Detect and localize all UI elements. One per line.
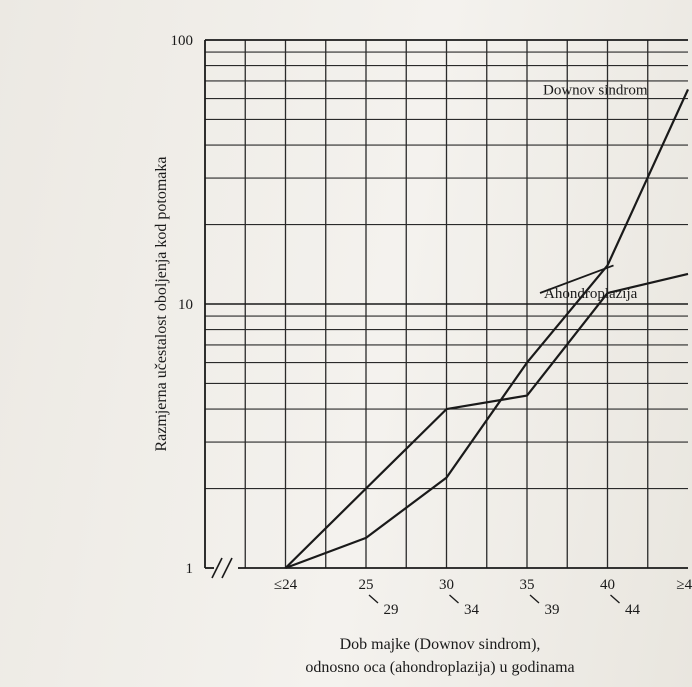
axis-break-mark: [221, 557, 233, 579]
y-tick-label: 100: [171, 33, 194, 49]
y-tick-label: 10: [178, 297, 193, 313]
axis-break-mark: [211, 557, 223, 579]
series-label-ahondroplazija: Ahondroplazija: [544, 286, 638, 302]
series-line-downov-sindrom: [285, 88, 690, 570]
series-label-downov-sindrom: Downov sindrom: [543, 82, 648, 98]
x-tick-label: 35: [520, 577, 535, 593]
x-axis-title-line1: Dob majke (Downov sindrom),: [340, 636, 541, 653]
x-tick-label-range-end: 39: [545, 602, 560, 618]
x-tick-label: 40: [600, 577, 615, 593]
x-tick-range-dash: [449, 594, 459, 604]
x-tick-label: ≥45: [676, 577, 692, 593]
x-tick-range-dash: [529, 594, 540, 604]
tick-labels: 1 10 100 ≤24 25 29 30 34 35 39 40 44 ≥45: [171, 33, 692, 618]
grid: [205, 40, 688, 568]
annotations: Downov sindrom Ahondroplazija Razmjerna uč…: [153, 82, 648, 676]
x-tick-label-range-end: 34: [464, 602, 480, 618]
series-label-leader-ahondroplazija: [539, 264, 614, 294]
plot-frame: [204, 39, 688, 579]
x-tick-label-range-end: 29: [384, 602, 399, 618]
x-tick-range-dash: [610, 594, 620, 604]
x-tick-label: ≤24: [274, 577, 298, 593]
x-tick-label: 30: [439, 577, 454, 593]
y-axis-title: Razmjerna učestalost oboljenja kod potom…: [153, 156, 170, 451]
series-lines: [284, 88, 690, 570]
x-axis-title-line2: odnosno oca (ahondroplazija) u godinama: [305, 659, 574, 676]
series-line-ahondroplazija: [284, 272, 689, 569]
x-tick-range-dash: [368, 594, 379, 604]
y-tick-label: 1: [186, 561, 194, 577]
x-tick-label: 25: [359, 577, 374, 593]
x-tick-label-range-end: 44: [625, 602, 641, 618]
